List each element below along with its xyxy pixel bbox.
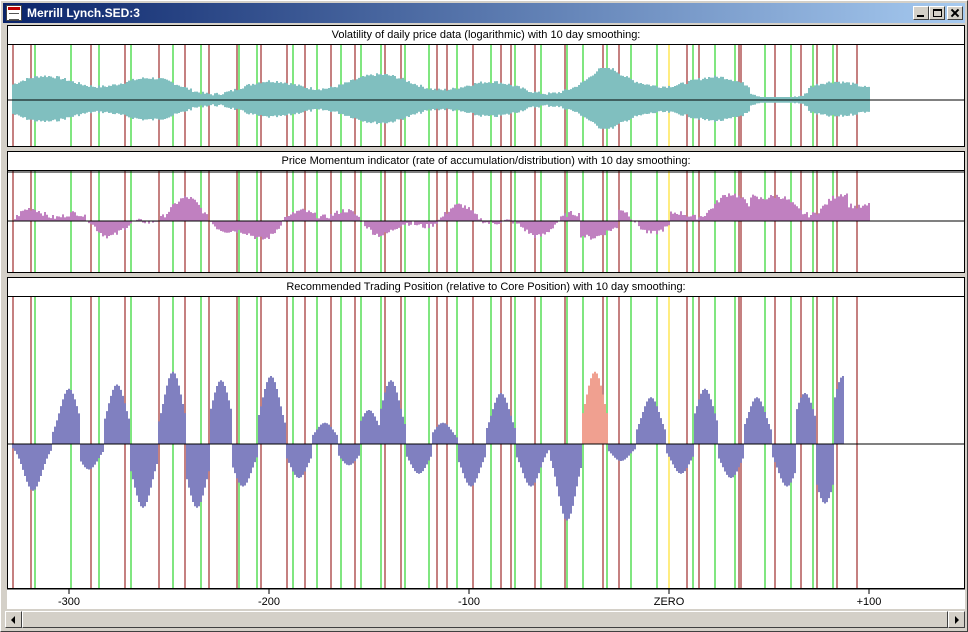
momentum-panel-title: Price Momentum indicator (rate of accumu… [8, 152, 964, 171]
volatility-panel: Volatility of daily price data (logarith… [7, 25, 965, 147]
title-bar[interactable]: Merrill Lynch.SED:3 [3, 3, 965, 23]
window-title: Merrill Lynch.SED:3 [27, 6, 140, 20]
x-axis: -300 -200 -100 ZERO +100 [7, 589, 965, 609]
horizontal-scrollbar[interactable] [5, 611, 965, 628]
app-document-icon [6, 5, 22, 21]
scroll-right-button[interactable] [948, 611, 965, 628]
chart-client-area: Volatility of daily price data (logarith… [3, 23, 965, 630]
x-tick-label: ZERO [654, 596, 685, 608]
scroll-left-button[interactable] [5, 611, 22, 628]
close-button[interactable] [947, 6, 963, 20]
trading-position-panel-title: Recommended Trading Position (relative t… [8, 278, 964, 297]
momentum-chart [8, 171, 964, 272]
x-tick-label: -100 [458, 596, 480, 608]
momentum-panel: Price Momentum indicator (rate of accumu… [7, 151, 965, 273]
minimize-icon [917, 15, 924, 17]
x-tick-label: -200 [258, 596, 280, 608]
x-tick-label: -300 [58, 596, 80, 608]
arrow-left-icon [11, 616, 15, 624]
minimize-button[interactable] [913, 6, 929, 20]
trading-position-panel: Recommended Trading Position (relative t… [7, 277, 965, 589]
arrow-right-icon [955, 616, 959, 624]
x-axis-ticks: -300 -200 -100 ZERO +100 [7, 589, 965, 608]
maximize-button[interactable] [929, 6, 945, 20]
volatility-chart [8, 45, 964, 146]
volatility-panel-title: Volatility of daily price data (logarith… [8, 26, 964, 45]
x-tick-label: +100 [857, 596, 882, 608]
trading-position-chart [8, 297, 964, 588]
scroll-thumb[interactable] [22, 611, 948, 628]
maximize-icon [933, 9, 942, 17]
